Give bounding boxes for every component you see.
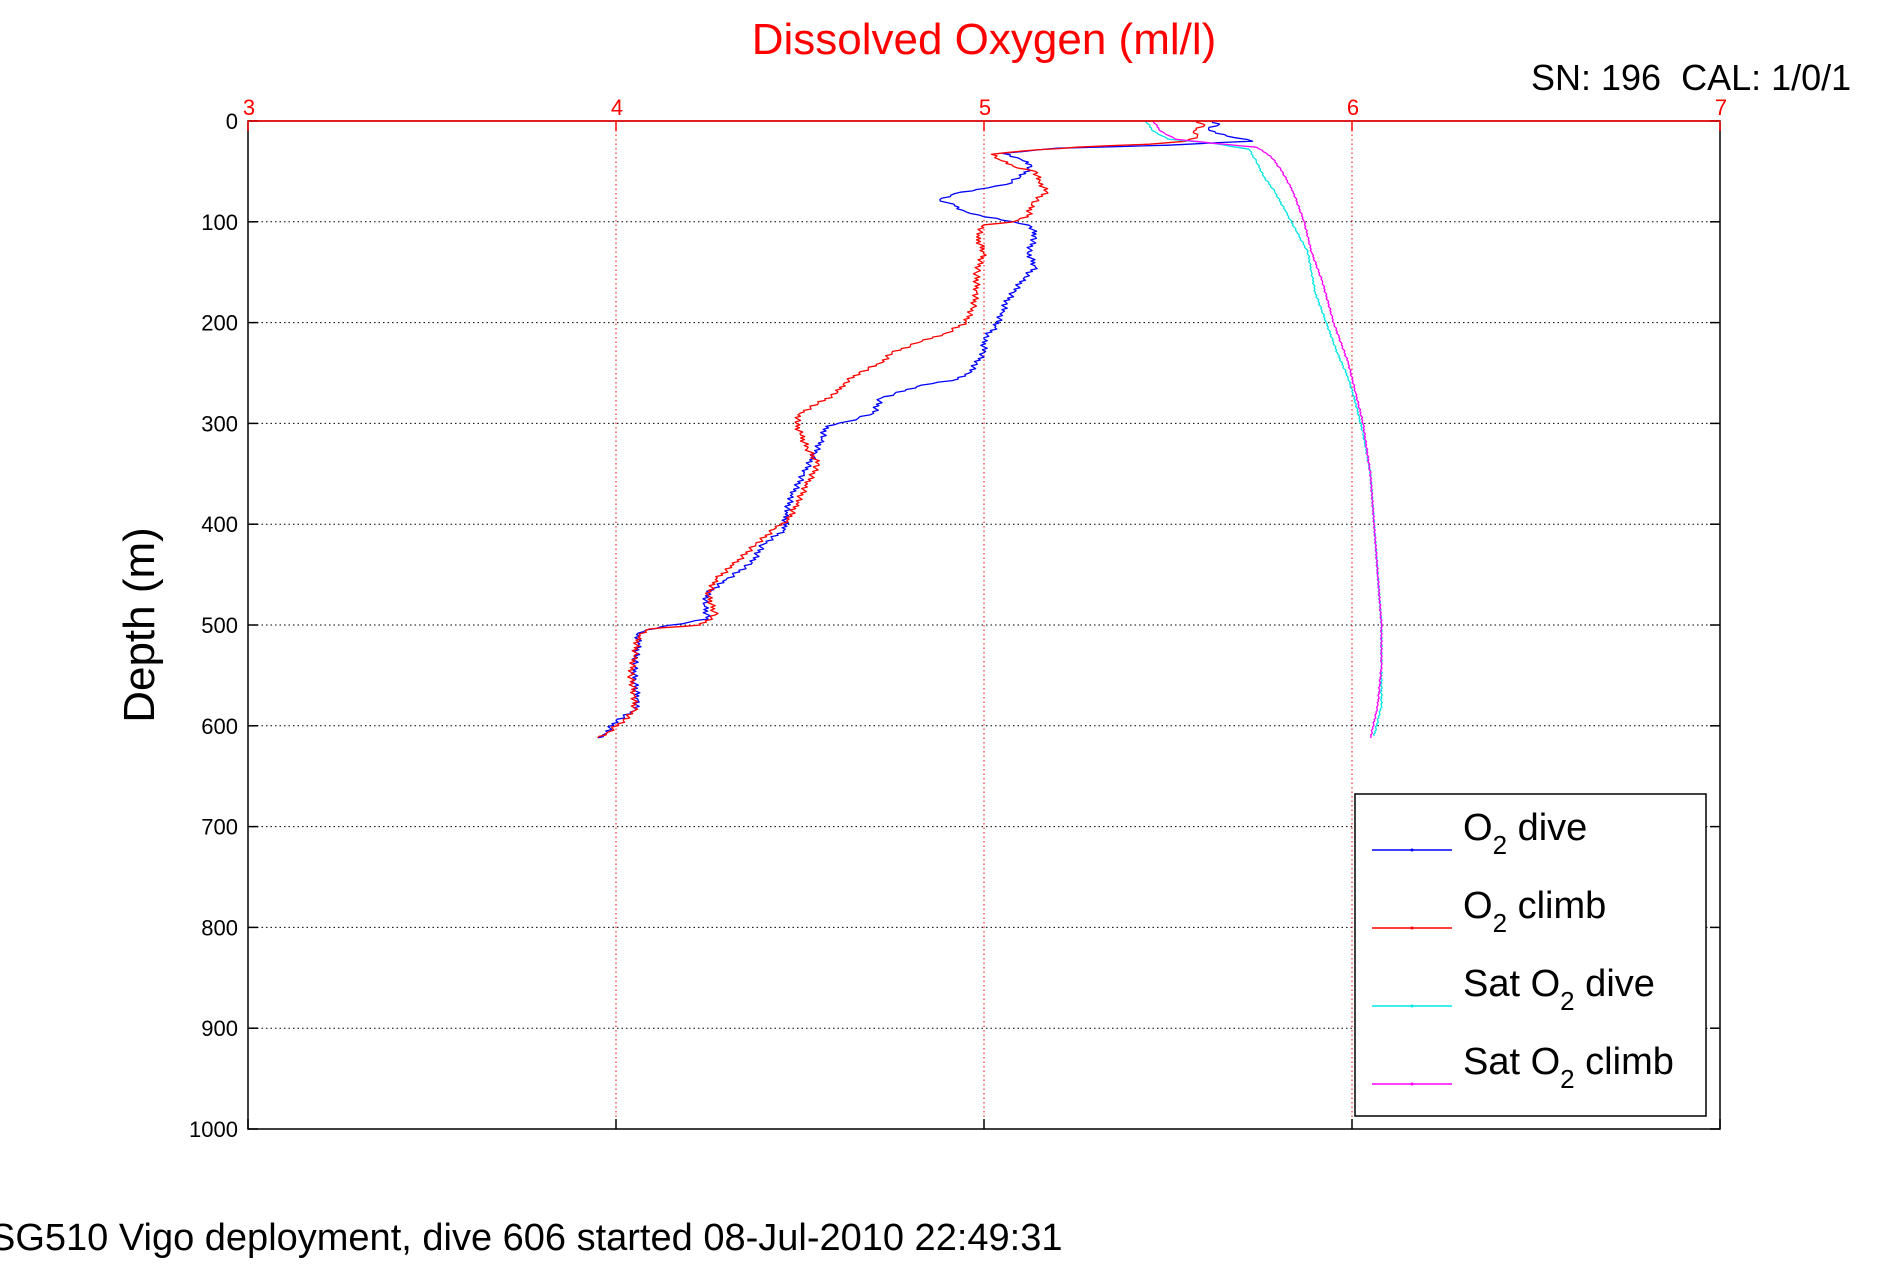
grid-layer xyxy=(248,121,1720,1129)
y-tick-label: 400 xyxy=(201,512,238,537)
series-layer xyxy=(597,120,1383,739)
legend-label: O2 climb xyxy=(1463,885,1606,938)
legend-marker xyxy=(1410,926,1414,930)
series-line-sat-o2-dive xyxy=(1145,120,1383,737)
serial-cal-text: SN: 196 CAL: 1/0/1 xyxy=(1531,57,1851,98)
y-axis-label: Depth (m) xyxy=(115,527,164,723)
x-tick-label: 3 xyxy=(243,95,255,120)
y-tick-label: 1000 xyxy=(189,1117,238,1142)
series-line-sat-o2-climb xyxy=(1152,120,1383,739)
y-tick-label: 300 xyxy=(201,411,238,436)
y-tick-label: 700 xyxy=(201,815,238,840)
y-tick-label: 800 xyxy=(201,915,238,940)
legend: O2 dive O2 climb Sat O2 dive Sat O2 climb xyxy=(1354,793,1707,1117)
legend-label: Sat O2 climb xyxy=(1463,1041,1674,1094)
legend-label: Sat O2 dive xyxy=(1463,963,1655,1016)
y-tick-label: 500 xyxy=(201,613,238,638)
x-tick-label: 6 xyxy=(1347,95,1359,120)
y-tick-label: 100 xyxy=(201,210,238,235)
legend-label: O2 dive xyxy=(1463,807,1587,860)
x-tick-label: 7 xyxy=(1715,95,1727,120)
legend-marker xyxy=(1410,1082,1414,1086)
y-tick-label: 0 xyxy=(226,109,238,134)
legend-marker xyxy=(1410,848,1414,852)
x-tick-label: 4 xyxy=(611,95,623,120)
tick-layer: 0 100 200 300 400 500 600 700 800 900 1000 3 4 5 6 7 xyxy=(189,95,1727,1142)
series-line-o2-climb xyxy=(597,120,1206,739)
chart-title: Dissolved Oxygen (ml/l) xyxy=(752,15,1217,64)
y-tick-label: 200 xyxy=(201,311,238,336)
footer-caption: SG510 Vigo deployment, dive 606 started … xyxy=(0,1217,1062,1259)
legend-marker xyxy=(1410,1004,1414,1008)
y-tick-label: 600 xyxy=(201,714,238,739)
series-line-o2-dive xyxy=(597,120,1254,739)
x-tick-label: 5 xyxy=(979,95,991,120)
y-tick-label: 900 xyxy=(201,1016,238,1041)
legend-box xyxy=(1354,793,1707,1117)
